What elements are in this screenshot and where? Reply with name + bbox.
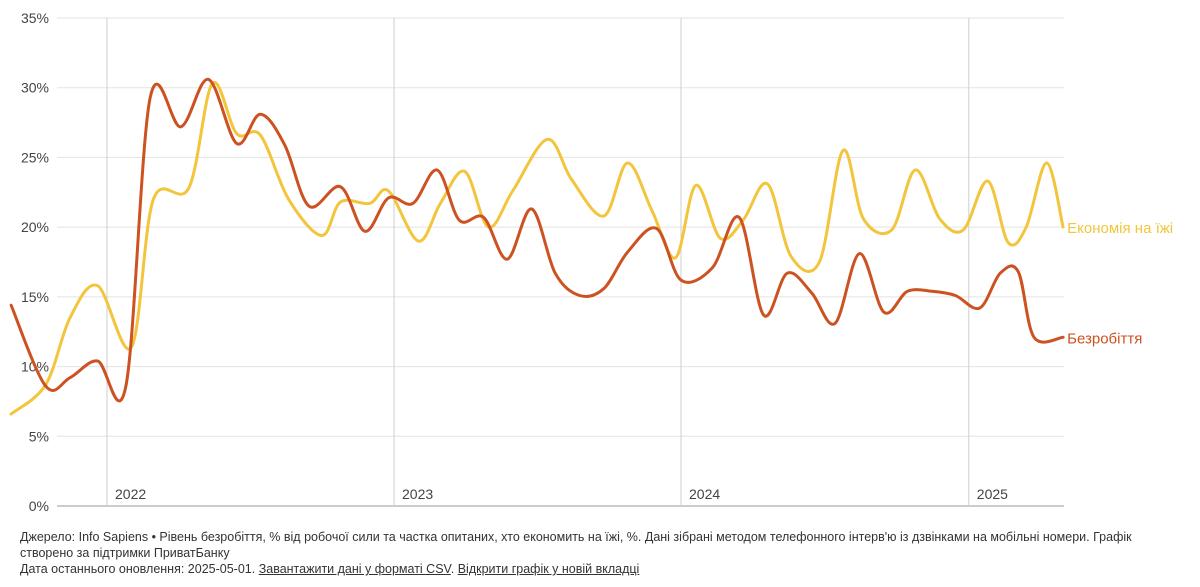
y-tick-label: 30% xyxy=(21,80,49,96)
x-axis: 2022 2023 2024 2025 xyxy=(115,486,1008,502)
chart-footer: Джерело: Info Sapiens • Рівень безробітт… xyxy=(20,529,1185,577)
line-chart: 0%5%10%15%20%25%30%35% 2022 2023 2024 2025 … xyxy=(9,10,1173,514)
open-in-new-tab-link[interactable]: Відкрити графік у новій вкладці xyxy=(457,562,640,576)
series-label-1: Економія на їжі xyxy=(1067,220,1173,237)
series-lines xyxy=(9,77,1065,416)
download-csv-link[interactable]: Завантажити дані у форматі CSV xyxy=(258,562,451,576)
y-tick-label: 5% xyxy=(29,428,49,444)
series-line-1 xyxy=(9,81,1065,416)
last-updated-text: Дата останнього оновлення: 2025-05-01. xyxy=(20,562,256,576)
source-note: Джерело: Info Sapiens • Рівень безробітт… xyxy=(20,530,1132,560)
y-tick-label: 25% xyxy=(21,149,49,165)
x-tick-label: 2024 xyxy=(689,486,720,502)
x-tick-label: 2022 xyxy=(115,486,146,502)
y-tick-label: 35% xyxy=(21,10,49,26)
link-separator: . xyxy=(450,562,455,576)
series-line-2 xyxy=(9,77,1065,403)
x-tick-label: 2025 xyxy=(977,486,1008,502)
y-tick-label: 20% xyxy=(21,219,49,235)
y-axis: 0%5%10%15%20%25%30%35% xyxy=(21,10,49,514)
series-labels: Економія на їжі Безробіття xyxy=(1067,220,1173,347)
update-line: Дата останнього оновлення: 2025-05-01. З… xyxy=(20,561,1185,577)
series-label-2: Безробіття xyxy=(1067,330,1142,347)
y-tick-label: 15% xyxy=(21,289,49,305)
y-tick-label: 0% xyxy=(29,498,49,514)
x-tick-label: 2023 xyxy=(402,486,433,502)
